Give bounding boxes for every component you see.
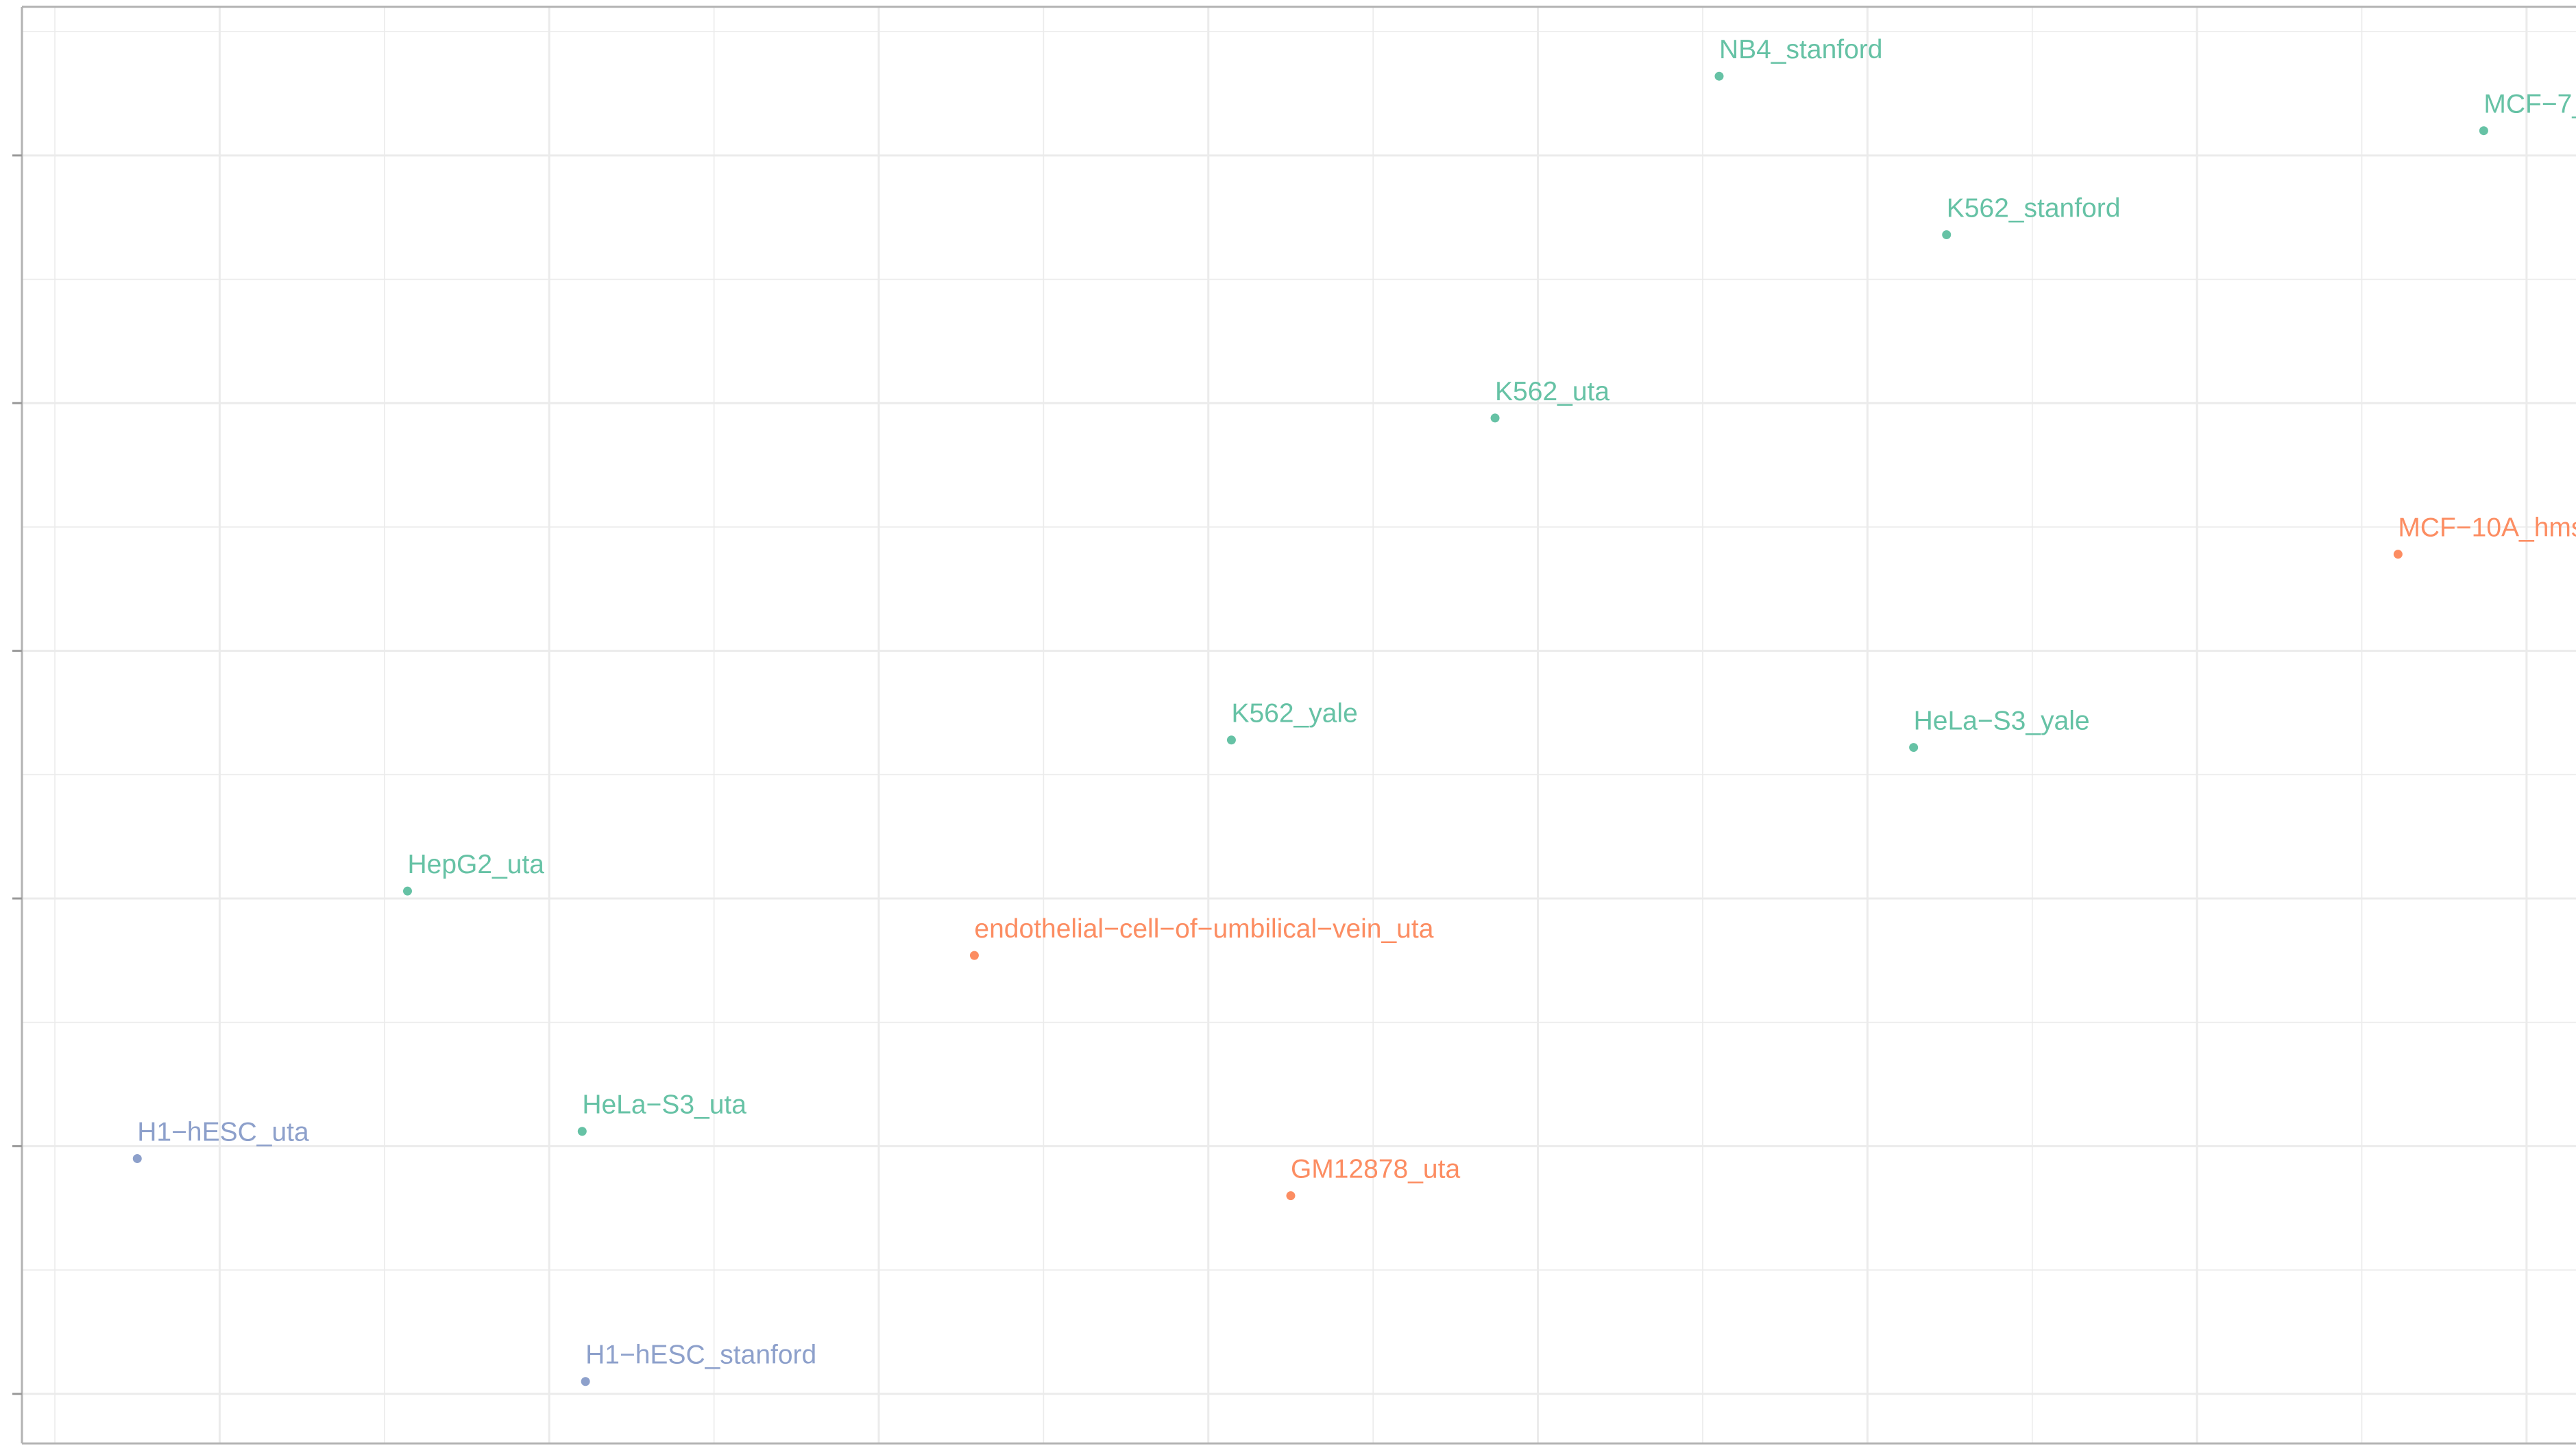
data-point-7 (403, 886, 413, 896)
data-point-10 (132, 1153, 142, 1163)
axes (12, 5, 2576, 1445)
data-points (132, 71, 2488, 1386)
point-label-2: K562_stanford (1947, 193, 2121, 223)
point-label-12: H1−hESC_stanford (585, 1341, 816, 1370)
point-label-10: H1−hESC_uta (137, 1117, 309, 1147)
data-point-1 (2479, 126, 2488, 136)
data-point-12 (581, 1377, 590, 1386)
point-label-1: MCF−7_ (2483, 90, 2576, 119)
data-point-8 (969, 951, 979, 960)
data-point-5 (1226, 735, 1236, 745)
grid (22, 7, 2576, 1444)
point-label-7: HepG2_uta (408, 850, 545, 879)
point-label-3: K562_uta (1495, 377, 1609, 406)
data-point-6 (1909, 743, 1919, 753)
point-label-5: K562_yale (1231, 699, 1357, 729)
data-point-3 (1490, 413, 1500, 423)
point-label-6: HeLa−S3_yale (1914, 707, 2090, 736)
data-point-11 (1286, 1191, 1296, 1201)
data-point-2 (1942, 230, 1952, 239)
point-label-11: GM12878_uta (1291, 1155, 1460, 1184)
point-labels: NB4_stanford MCF−7_ K562_stanford K562_uta M… (137, 35, 2576, 1370)
point-label-9: HeLa−S3_uta (582, 1090, 746, 1120)
point-label-4: MCF−10A_hms (2398, 513, 2576, 543)
data-point-4 (2393, 550, 2403, 559)
point-label-0: NB4_stanford (1719, 35, 1882, 64)
data-point-9 (577, 1127, 587, 1136)
point-label-8: endothelial−cell−of−umbilical−vein_uta (974, 914, 1433, 944)
data-point-0 (1714, 71, 1724, 81)
